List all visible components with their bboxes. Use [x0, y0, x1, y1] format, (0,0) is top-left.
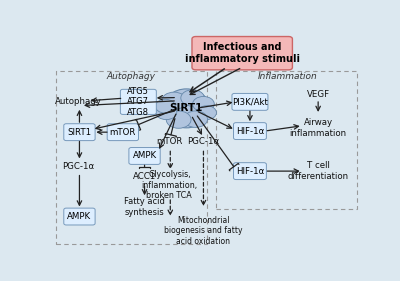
Ellipse shape [163, 89, 210, 128]
Text: HIF-1α: HIF-1α [236, 167, 264, 176]
FancyBboxPatch shape [129, 148, 160, 164]
Ellipse shape [166, 111, 191, 128]
Text: Autophagy: Autophagy [54, 98, 101, 106]
Text: Infectious and
inflammatory stimuli: Infectious and inflammatory stimuli [185, 42, 300, 64]
Text: T cell
differentiation: T cell differentiation [288, 161, 349, 181]
Text: Mitochondrial
biogenesis and fatty
acid oxidation: Mitochondrial biogenesis and fatty acid … [164, 216, 243, 246]
Text: AMPK: AMPK [67, 212, 92, 221]
FancyBboxPatch shape [107, 124, 138, 140]
Text: PGC-1α: PGC-1α [187, 137, 220, 146]
FancyBboxPatch shape [232, 94, 268, 110]
Text: ATG5
ATG7
ATG8: ATG5 ATG7 ATG8 [127, 87, 149, 117]
Text: AMPK: AMPK [132, 151, 157, 160]
Ellipse shape [184, 111, 208, 127]
Ellipse shape [162, 92, 186, 109]
Ellipse shape [193, 96, 214, 112]
FancyBboxPatch shape [234, 123, 266, 140]
Text: HIF-1α: HIF-1α [236, 126, 264, 136]
Text: Fatty acid
synthesis: Fatty acid synthesis [124, 197, 165, 217]
Text: Inflammation: Inflammation [257, 72, 317, 81]
FancyBboxPatch shape [64, 124, 95, 140]
Text: Glycolysis,
inflammation,
broken TCA: Glycolysis, inflammation, broken TCA [141, 170, 198, 200]
Text: Autophagy: Autophagy [106, 72, 155, 81]
Text: SIRT1: SIRT1 [67, 128, 92, 137]
FancyBboxPatch shape [234, 163, 266, 180]
Text: VEGF: VEGF [306, 90, 330, 99]
Ellipse shape [181, 90, 204, 106]
Text: mTOR: mTOR [110, 128, 136, 137]
Ellipse shape [156, 105, 177, 120]
Text: ACC1: ACC1 [133, 172, 156, 181]
Text: mTOR: mTOR [156, 137, 182, 146]
Ellipse shape [155, 99, 175, 113]
FancyBboxPatch shape [192, 37, 292, 70]
Text: PGC-1α: PGC-1α [62, 162, 94, 171]
FancyBboxPatch shape [120, 89, 156, 114]
FancyBboxPatch shape [64, 208, 95, 225]
Text: SIRT1: SIRT1 [170, 103, 203, 113]
Text: Airway
inflammation: Airway inflammation [290, 118, 347, 137]
Ellipse shape [197, 106, 216, 120]
Text: PI3K/Akt: PI3K/Akt [232, 98, 268, 106]
